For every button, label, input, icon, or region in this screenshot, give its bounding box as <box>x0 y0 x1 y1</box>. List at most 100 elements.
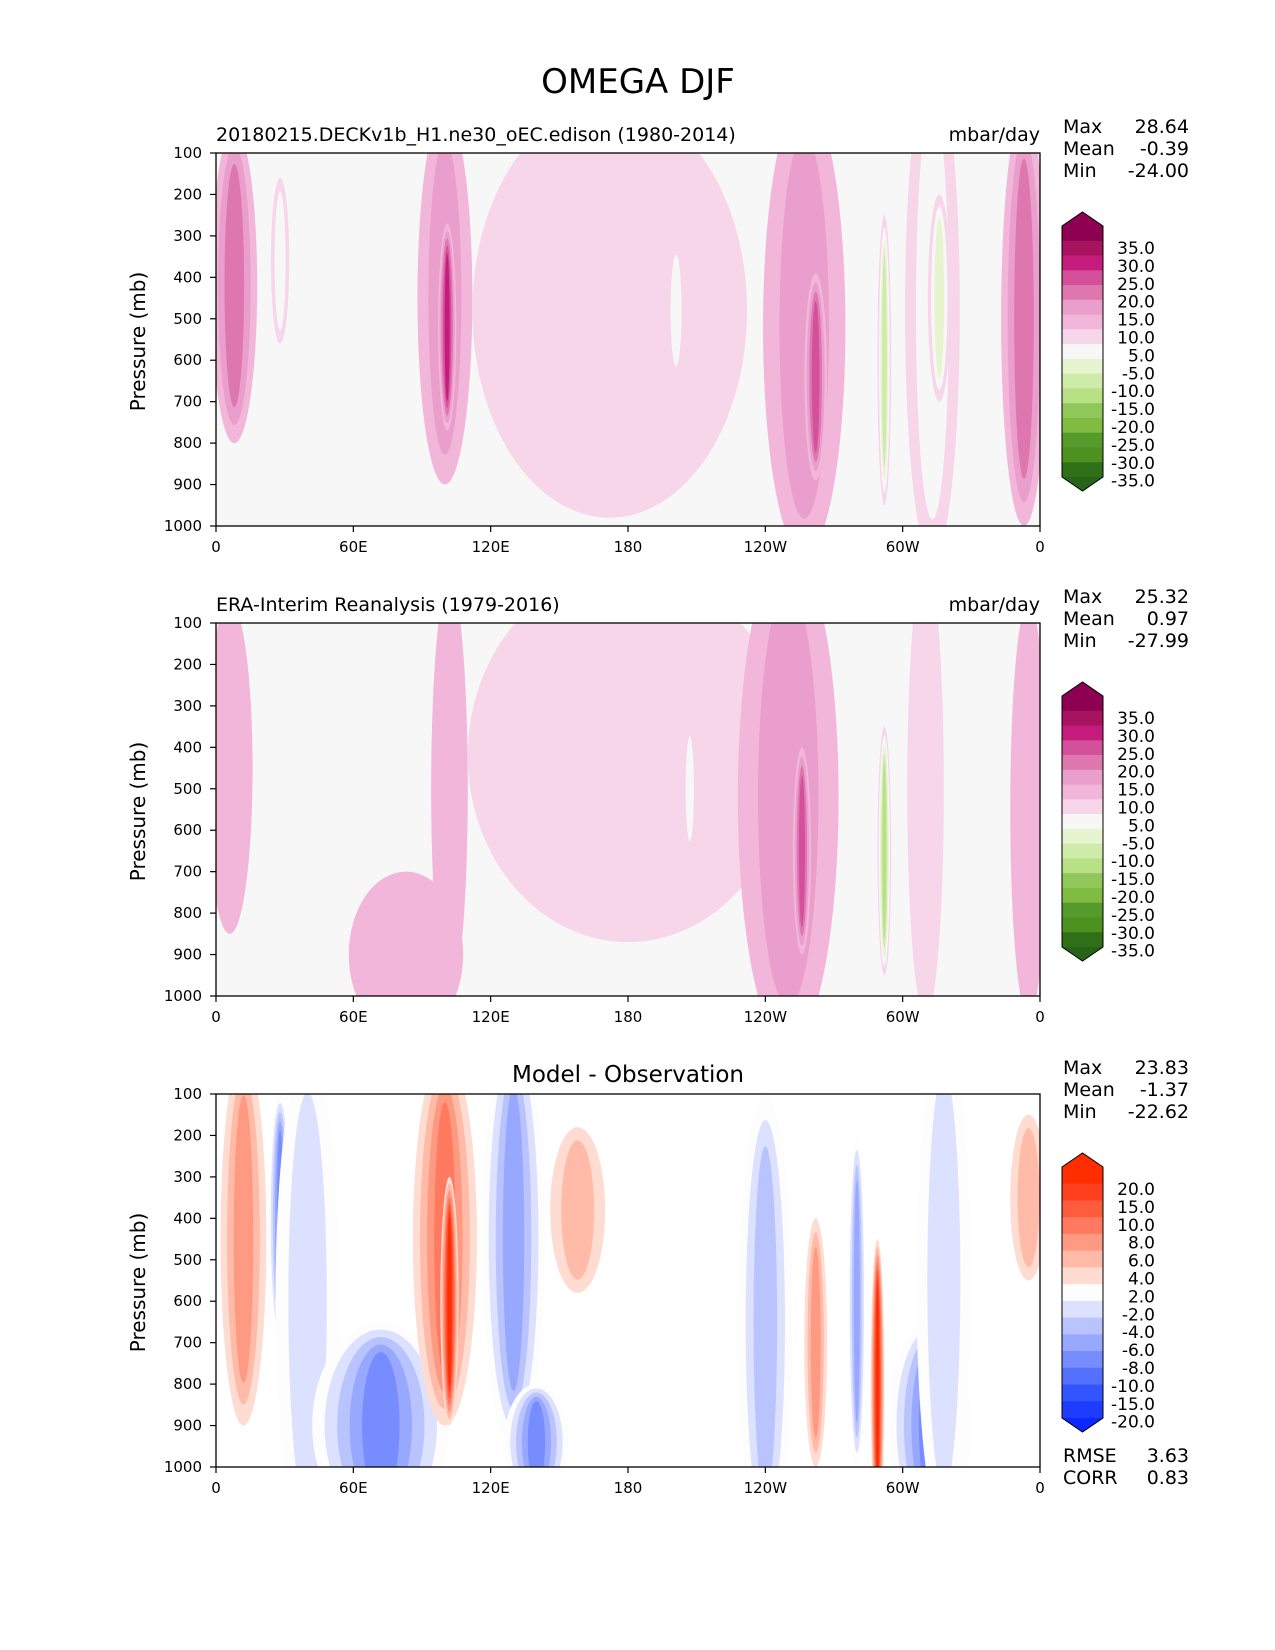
colorbar-swatch <box>1062 828 1103 845</box>
stat-value: 23.83 <box>1135 1057 1189 1079</box>
ytick-label: 600 <box>173 1292 202 1310</box>
colorbar-label: 8.0 <box>1128 1234 1155 1254</box>
stat-value: 3.63 <box>1147 1445 1189 1467</box>
y-axis-label: Pressure (mb) <box>126 272 150 412</box>
colorbar-label: -4.0 <box>1122 1323 1155 1343</box>
ytick-label: 500 <box>173 310 202 328</box>
colorbar-label: 15.0 <box>1117 781 1155 801</box>
colorbar-swatch <box>1062 255 1103 271</box>
stat-label: Max <box>1063 586 1102 608</box>
panel-title: 20180215.DECKv1b_H1.ne30_oEC.edison (198… <box>216 124 736 146</box>
stat-value: -22.62 <box>1128 1101 1189 1123</box>
colorbar-swatch <box>1062 932 1103 948</box>
stat-label: Min <box>1063 1101 1097 1123</box>
colorbar-swatch <box>1062 299 1103 316</box>
colorbar-outline <box>1061 1152 1104 1433</box>
xtick-label: 60W <box>886 538 920 556</box>
colorbar-label: -30.0 <box>1111 924 1155 944</box>
contour-diff-12-6 <box>875 1285 879 1467</box>
colorbar-bottom-extension <box>1062 947 1103 961</box>
colorbar-label: -25.0 <box>1111 906 1155 926</box>
colorbar-label: 20.0 <box>1117 763 1155 783</box>
colorbar-swatch <box>1062 1200 1103 1218</box>
units-label: mbar/day <box>949 594 1040 616</box>
ytick-label: 300 <box>173 227 202 245</box>
colorbar-label: 30.0 <box>1117 727 1155 747</box>
colorbar-swatch <box>1062 887 1103 904</box>
stat-value: 28.64 <box>1135 116 1189 138</box>
colorbar-label: -25.0 <box>1111 436 1155 456</box>
ytick-label: 100 <box>173 1085 202 1103</box>
ytick-label: 200 <box>173 185 202 203</box>
ytick-label: 900 <box>173 946 202 964</box>
contour-ref-9-0 <box>1010 623 1040 996</box>
contour-test-3-4 <box>444 253 450 401</box>
colorbar-swatch <box>1062 902 1103 918</box>
contour-fields <box>216 153 1040 526</box>
colorbar-swatch <box>1062 1401 1103 1419</box>
colorbar-swatch <box>1062 755 1103 771</box>
colorbar-swatch <box>1062 226 1103 242</box>
ytick-label: 1000 <box>164 517 202 535</box>
contour-test-1-1 <box>274 191 286 331</box>
colorbar-swatch <box>1062 1284 1103 1302</box>
colorbar-label: -5.0 <box>1122 364 1155 384</box>
colorbar-swatch <box>1062 344 1103 360</box>
colorbar-top-extension <box>1062 682 1103 696</box>
stat-label: RMSE <box>1063 1445 1117 1467</box>
colorbar-label: 25.0 <box>1117 275 1155 295</box>
xtick-label: 180 <box>614 1008 643 1026</box>
units-label: mbar/day <box>949 124 1040 146</box>
ytick-label: 100 <box>173 614 202 632</box>
colorbar-label: -15.0 <box>1111 870 1155 890</box>
ytick-label: 700 <box>173 1334 202 1352</box>
colorbar-swatch <box>1062 314 1103 330</box>
ytick-label: 500 <box>173 780 202 798</box>
contour-diff-10-2 <box>810 1246 821 1439</box>
xtick-label: 120W <box>744 538 788 556</box>
xtick-label: 60E <box>339 1008 368 1026</box>
colorbar-label: -30.0 <box>1111 454 1155 474</box>
colorbar-label: 5.0 <box>1128 346 1155 366</box>
xtick-label: 120W <box>744 1479 788 1497</box>
stat-value: 0.97 <box>1147 608 1189 630</box>
colorbar-label: -35.0 <box>1111 472 1155 492</box>
colorbar-swatch <box>1062 1267 1103 1285</box>
colorbar-outline <box>1061 681 1104 962</box>
contour-diff-5-6 <box>447 1216 452 1386</box>
colorbar-swatch <box>1062 873 1103 889</box>
colorbar-swatch <box>1062 710 1103 727</box>
colorbar-swatch <box>1062 417 1103 434</box>
colorbar-swatch <box>1062 373 1103 389</box>
contour-diff-9-2 <box>753 1146 778 1467</box>
colorbar-label: -6.0 <box>1122 1341 1155 1361</box>
colorbar-label: 10.0 <box>1117 329 1155 349</box>
xtick-label: 60E <box>339 1479 368 1497</box>
colorbar-label: -8.0 <box>1122 1359 1155 1379</box>
colorbar-swatch <box>1062 285 1103 301</box>
ytick-label: 700 <box>173 393 202 411</box>
xtick-label: 0 <box>1035 538 1045 556</box>
contour-diff-15-1 <box>1017 1127 1040 1268</box>
colorbar-label: 15.0 <box>1117 1198 1155 1218</box>
colorbar-label: -5.0 <box>1122 834 1155 854</box>
xtick-label: 0 <box>211 538 221 556</box>
ytick-label: 300 <box>173 697 202 715</box>
colorbar-swatch <box>1062 447 1103 463</box>
colorbar-swatch <box>1062 1334 1103 1352</box>
contour-diff-8-1 <box>561 1140 595 1280</box>
stat-value: -24.00 <box>1128 160 1189 182</box>
contour-ref-0-0 <box>216 623 253 934</box>
contour-diff-7-4 <box>527 1401 546 1467</box>
colorbar-label: 5.0 <box>1128 816 1155 836</box>
xtick-label: 60E <box>339 538 368 556</box>
colorbar-swatch <box>1062 784 1103 800</box>
colorbar-swatch <box>1062 858 1103 874</box>
colorbar-label: 10.0 <box>1117 799 1155 819</box>
colorbar-bottom-extension <box>1062 477 1103 491</box>
colorbar-label: -15.0 <box>1111 1395 1155 1415</box>
panel-ref: 100 200 300 400 500 600 700 800 900 1000 0 60E 120E 1… <box>126 586 1189 1026</box>
colorbar-swatch <box>1062 1367 1103 1386</box>
colorbar-swatch <box>1062 799 1103 815</box>
xtick-label: 120W <box>744 1008 788 1026</box>
